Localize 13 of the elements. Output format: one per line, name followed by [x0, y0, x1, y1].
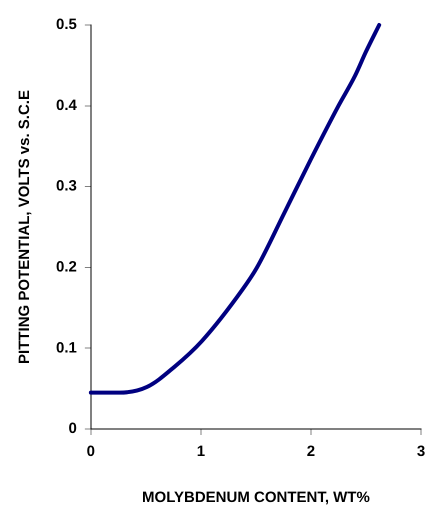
x-tick-label: 0 — [86, 443, 96, 460]
x-tick-label: 1 — [196, 443, 206, 460]
y-tick-label: 0.2 — [56, 258, 77, 276]
x-tick-label: 3 — [416, 443, 426, 460]
y-axis-title: PITTING POTENTIAL, VOLTS vs. S.C.E — [16, 90, 34, 364]
y-tick-label: 0.1 — [56, 339, 77, 356]
y-tick-label: 0.4 — [56, 96, 78, 114]
y-tick-label: 0 — [68, 420, 77, 438]
y-tick-label: 0.3 — [56, 178, 77, 195]
y-tick-label: 0.5 — [56, 16, 77, 34]
x-tick-label: 2 — [306, 443, 316, 460]
line-series — [88, 23, 382, 395]
x-axis-title: MOLYBDENUM CONTENT, WT% — [142, 489, 370, 506]
